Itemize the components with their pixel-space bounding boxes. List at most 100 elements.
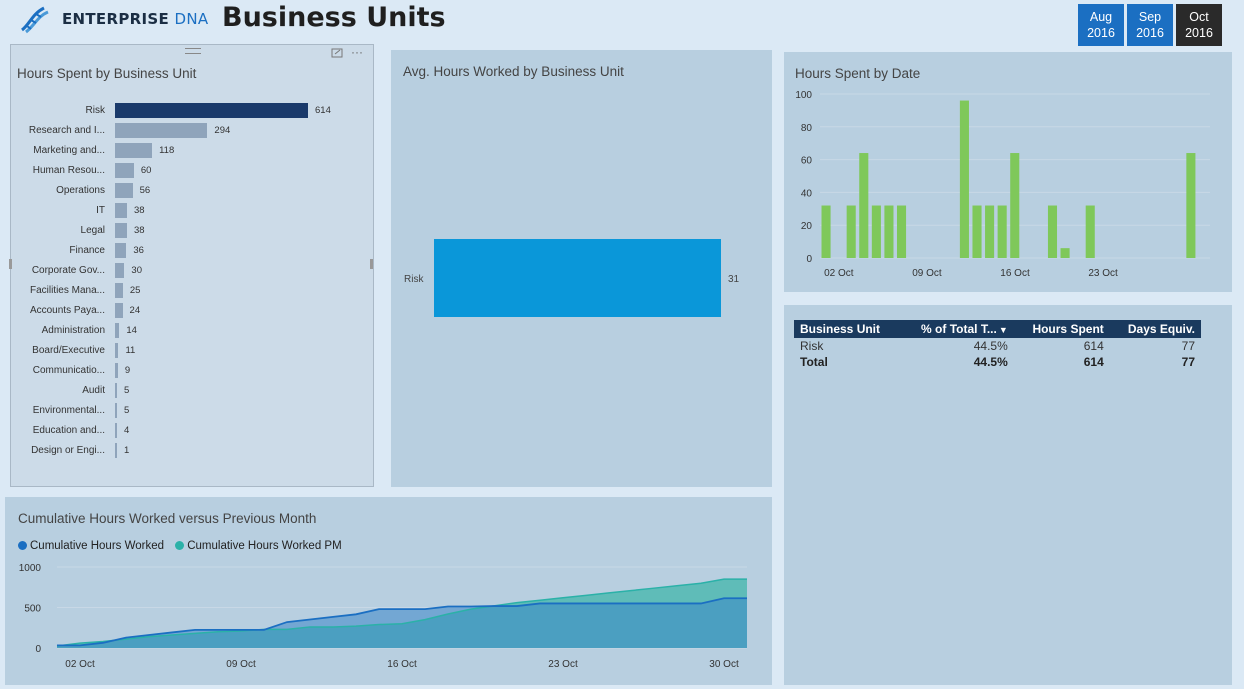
date-bar[interactable] [1186,153,1196,258]
avg-hours-panel[interactable]: Avg. Hours Worked by Business Unit Risk … [391,50,772,487]
bar[interactable] [115,423,117,438]
category-label: Risk [404,274,424,285]
x-tick-label: 09 Oct [912,268,942,279]
bar-category-label: Finance [69,245,105,256]
bar-category-label: Education and... [32,425,105,436]
bar-category-label: IT [96,205,105,216]
header: ENTERPRISE DNA Business Units Aug 2016 S… [0,0,1244,46]
date-bar[interactable] [997,205,1007,258]
date-bar[interactable] [1085,205,1095,258]
column-header-business-unit[interactable]: Business Unit [794,320,901,338]
date-bar[interactable] [821,205,831,258]
bar[interactable] [115,163,134,178]
bar-category-label: Environmental... [32,405,105,416]
bar-value-label: 25 [129,285,141,296]
bar[interactable] [115,303,123,318]
bar[interactable] [115,383,117,398]
y-tick-label: 500 [24,604,41,615]
bar-value-label: 56 [139,185,151,196]
hours-by-date-panel[interactable]: Hours Spent by Date 100 80 60 40 20 0 02 Oct 09… [784,52,1232,292]
resize-handle-right[interactable] [370,259,373,269]
line-previous-month [56,578,747,647]
bar[interactable] [115,343,119,358]
bar[interactable] [115,243,127,258]
bar[interactable] [115,203,127,218]
bar[interactable] [115,183,133,198]
cumulative-panel[interactable]: Cumulative Hours Worked versus Previous … [5,497,772,685]
bar-category-label: Research and I... [28,125,105,136]
bar-category-label: Facilities Mana... [29,285,105,296]
bar[interactable] [115,403,117,418]
x-tick-label: 02 Oct [65,659,95,670]
table-total-row: Total 44.5% 614 77 [794,354,1201,370]
x-tick-label: 23 Oct [548,659,578,670]
more-options-icon[interactable]: ··· [351,45,363,59]
date-bar[interactable] [1047,205,1058,258]
table-row[interactable]: Risk 44.5% 614 77 [794,338,1201,354]
bar[interactable] [115,443,117,458]
y-tick-label: 1000 [19,563,42,574]
bar-value-label: 5 [124,405,130,416]
month-button-sep[interactable]: Sep 2016 [1127,4,1173,46]
date-bar[interactable] [959,100,969,258]
date-bar[interactable] [846,205,856,258]
column-header-pct-total[interactable]: % of Total T... ▼ [900,320,1014,338]
bar[interactable] [115,363,118,378]
page-title: Business Units [222,2,446,33]
bar-chart: Risk 614 Research and I... 294 Marketing and… [11,45,375,488]
bar[interactable] [115,223,127,238]
bar-category-label: Administration [41,325,105,336]
y-tick-label: 100 [795,90,812,101]
bar[interactable] [115,123,208,138]
cell-unit: Risk [800,339,824,353]
month-label: Oct [1189,10,1209,24]
x-tick-label: 09 Oct [226,659,256,670]
panel-title: Hours Spent by Business Unit [17,66,197,81]
cumulative-area-chart: 1000 500 0 02 Oct 09 Oct 16 Oct 23 Oct 30 Oct [19,563,747,670]
bar[interactable] [115,143,153,158]
column-header-hours-spent[interactable]: Hours Spent [1013,320,1110,338]
date-bar[interactable] [985,205,995,258]
avg-bar-value: 31 [728,274,740,285]
line-current-month [57,597,747,647]
bar-value-label: 60 [140,165,152,176]
bar-value-label: 4 [124,425,130,436]
month-year: 2016 [1185,26,1213,40]
date-bar[interactable] [896,205,907,258]
month-button-oct[interactable]: Oct 2016 [1176,4,1222,46]
logo-wordmark: ENTERPRISE DNA [62,10,208,28]
date-bar[interactable] [972,205,982,258]
bar[interactable] [115,323,120,338]
avg-bar[interactable] [434,239,721,317]
column-header-label: % of Total T... [921,322,997,336]
legend-label: Cumulative Hours Worked PM [187,540,342,552]
hours-by-unit-panel[interactable]: ··· Hours Spent by Business Unit Risk 614… [9,44,375,488]
bar-category-label: Operations [56,185,105,196]
summary-table: Business Unit % of Total T... ▼ Hours Spe… [794,320,1201,370]
summary-table-panel[interactable] [784,305,1232,685]
focus-mode-icon[interactable] [331,48,343,58]
bar[interactable] [115,103,308,118]
bar-value-label: 30 [131,265,142,276]
date-bar[interactable] [884,205,894,258]
bar-value-label: 11 [125,345,136,356]
y-tick-label: 60 [801,156,813,167]
x-tick-label: 30 Oct [709,659,739,670]
column-header-days-equiv[interactable]: Days Equiv. [1109,320,1201,338]
bar-category-label: Risk [85,105,105,116]
legend-item[interactable]: Cumulative Hours Worked [18,540,164,552]
bar[interactable] [115,283,123,298]
drag-handle-icon[interactable] [185,48,201,54]
bar-value-label: 1 [124,445,130,456]
date-bar[interactable] [859,153,869,258]
legend-item[interactable]: Cumulative Hours Worked PM [175,540,342,552]
date-bar[interactable] [1060,248,1070,258]
bar-category-label: Communicatio... [32,365,105,376]
month-button-aug[interactable]: Aug 2016 [1078,4,1124,46]
bar-category-label: Board/Executive [32,345,105,356]
bar[interactable] [115,263,125,278]
date-bar[interactable] [871,205,881,258]
resize-handle-left[interactable] [9,259,12,269]
x-tick-label: 16 Oct [1000,268,1030,279]
date-bar[interactable] [1010,153,1020,258]
